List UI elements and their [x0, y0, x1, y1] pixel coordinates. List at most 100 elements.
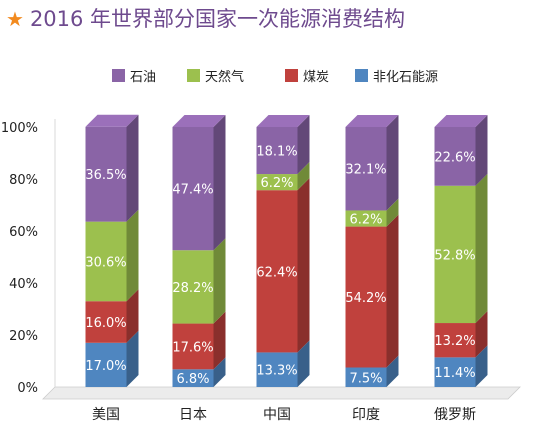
bar-front [434, 323, 476, 358]
bar-side [213, 311, 226, 370]
bar-front [345, 210, 387, 227]
data-label: 22.6% [434, 150, 475, 165]
bar-top [85, 114, 139, 127]
bar-segment [172, 115, 226, 251]
bar-segment [434, 173, 488, 324]
data-label: 36.5% [85, 168, 126, 183]
bar-side [386, 355, 399, 387]
legend-swatch [112, 69, 125, 82]
y-tick-label: 80% [9, 173, 38, 188]
bar-front [256, 190, 298, 353]
data-label: 28.2% [172, 281, 213, 296]
bar-front [256, 127, 298, 175]
bar-segment [345, 115, 399, 211]
bar-segment [256, 178, 310, 353]
bar-side [126, 289, 139, 343]
bar-side [297, 162, 310, 191]
chart-floor [42, 386, 521, 400]
data-label: 11.4% [434, 366, 475, 381]
y-tick-label: 60% [9, 225, 38, 240]
bar-top [172, 115, 226, 127]
data-label: 6.2% [349, 213, 382, 228]
bar-segment [434, 311, 488, 358]
bar-front [434, 185, 476, 324]
bar-front [256, 352, 298, 387]
legend-swatch [187, 69, 200, 82]
bar-segment [85, 114, 139, 222]
y-tick-label: 20% [9, 329, 38, 344]
bar-segment [85, 209, 139, 302]
bar-front [434, 127, 476, 186]
x-tick-label: 中国 [263, 407, 291, 423]
bar-segment [434, 115, 488, 186]
bar-front [345, 127, 387, 211]
legend-label: 石油 [130, 70, 156, 85]
data-label: 13.2% [434, 334, 475, 349]
bar-front [256, 174, 298, 191]
bar-segment [172, 357, 226, 387]
data-label: 16.0% [85, 316, 126, 331]
bar-side [386, 214, 399, 368]
bar-side [297, 340, 310, 387]
data-label: 6.8% [176, 372, 209, 387]
bar-front [172, 250, 214, 324]
legend-label: 非化石能源 [373, 70, 438, 85]
bar-side [475, 311, 488, 358]
bar-side [297, 178, 310, 353]
bar-segment [256, 162, 310, 191]
bar-front [345, 226, 387, 368]
legend-label: 天然气 [205, 69, 244, 85]
data-label: 7.5% [349, 371, 382, 386]
bar-side [213, 238, 226, 324]
data-label: 62.4% [256, 265, 297, 280]
bar-segment [345, 214, 399, 368]
bar-segment [434, 345, 488, 387]
data-label: 6.2% [260, 176, 293, 191]
bar-segment [85, 289, 139, 343]
x-tick-label: 日本 [179, 407, 207, 423]
bar-side [475, 115, 488, 186]
data-label: 17.6% [172, 340, 213, 355]
bar-segment [172, 311, 226, 370]
bar-segment [256, 340, 310, 387]
bar-side [213, 357, 226, 387]
bar-front [434, 357, 476, 387]
bar-side [126, 209, 139, 302]
bar-side [213, 115, 226, 251]
bar-side [475, 173, 488, 324]
data-label: 13.3% [256, 364, 297, 379]
data-label: 18.1% [256, 145, 297, 160]
chart-title-text: 2016 年世界部分国家一次能源消费结构 [29, 7, 406, 31]
bar-top [434, 115, 488, 127]
bar-top [256, 115, 310, 127]
bar-front [85, 126, 127, 222]
bar-segment [345, 355, 399, 387]
bar-segment [172, 238, 226, 324]
bar-segment [345, 198, 399, 227]
data-label: 30.6% [85, 255, 126, 270]
legend-label: 煤炭 [303, 70, 329, 85]
legend-swatch [285, 69, 298, 82]
x-tick-label: 美国 [92, 407, 120, 423]
bar-front [345, 367, 387, 387]
data-label: 54.2% [345, 291, 386, 306]
bar-front [172, 323, 214, 370]
data-label: 17.0% [85, 359, 126, 374]
bar-segment [85, 330, 139, 387]
y-tick-label: 40% [9, 277, 38, 292]
bar-side [386, 198, 399, 227]
bar-side [126, 114, 139, 222]
data-label: 47.4% [172, 183, 213, 198]
data-label: 52.8% [434, 248, 475, 263]
chart-title: ★ 2016 年世界部分国家一次能源消费结构 [6, 4, 405, 34]
bar-side [126, 330, 139, 387]
bar-front [172, 127, 214, 251]
star-icon: ★ [6, 7, 24, 31]
bar-front [85, 342, 127, 387]
bar-side [297, 115, 310, 175]
legend-swatch [355, 69, 368, 82]
bar-front [85, 221, 127, 302]
data-label: 32.1% [345, 163, 386, 178]
